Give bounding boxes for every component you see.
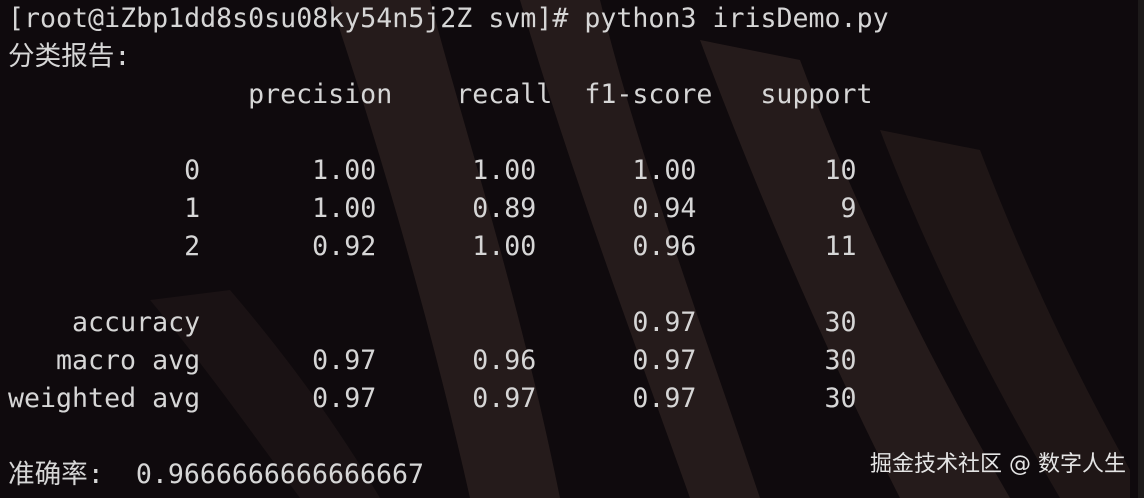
row-precision: 1.00 (312, 193, 377, 224)
report-header: precision recall f1-score support (8, 76, 889, 114)
row-label: 1 (184, 193, 201, 224)
row-recall: 1.00 (472, 231, 537, 262)
header-recall: recall (456, 79, 553, 110)
row-f1-score: 0.94 (632, 193, 697, 224)
row-support: 9 (840, 193, 857, 224)
report-row: 1 1.00 0.89 0.94 9 (8, 190, 889, 228)
row-label: 0 (184, 155, 201, 186)
row-f1-score: 0.97 (632, 383, 697, 414)
accuracy-label: 准确率: (8, 459, 104, 490)
header-precision: precision (248, 79, 393, 110)
row-f1-score: 0.97 (632, 345, 697, 376)
row-support: 30 (824, 383, 857, 414)
row-recall: 0.89 (472, 193, 537, 224)
row-precision: 1.00 (312, 155, 377, 186)
report-row: 2 0.92 1.00 0.96 11 (8, 228, 889, 266)
row-f1-score: 0.96 (632, 231, 697, 262)
row-recall: 1.00 (472, 155, 537, 186)
report-row: accuracy 0.97 30 (8, 304, 889, 342)
row-support: 11 (824, 231, 857, 262)
row-support: 30 (824, 307, 857, 338)
watermark: 掘金技术社区 @ 数字人生 (870, 452, 1126, 477)
row-label: weighted avg (8, 383, 201, 414)
header-f1-score: f1-score (584, 79, 713, 110)
accuracy-value: 0.9666666666666667 (135, 459, 425, 490)
report-row: 0 1.00 1.00 1.00 10 (8, 152, 889, 190)
scrollbar[interactable] (1138, 0, 1144, 498)
row-recall: 0.97 (472, 383, 537, 414)
report-row: macro avg 0.97 0.96 0.97 30 (8, 342, 889, 380)
row-label: macro avg (56, 345, 201, 376)
row-support: 10 (824, 155, 857, 186)
header-support: support (760, 79, 873, 110)
row-precision: 0.97 (312, 383, 377, 414)
row-f1-score: 0.97 (632, 307, 697, 338)
row-precision: 0.97 (312, 345, 377, 376)
row-label: accuracy (72, 307, 201, 338)
command-line: [root@iZbp1dd8s0su08ky54n5j2Z svm]# pyth… (8, 3, 889, 34)
row-recall: 0.96 (472, 345, 537, 376)
row-support: 30 (824, 345, 857, 376)
report-title: 分类报告: (8, 41, 131, 72)
report-row: weighted avg 0.97 0.97 0.97 30 (8, 380, 889, 418)
accuracy-line: 准确率: 0.9666666666666667 (8, 456, 889, 494)
row-precision: 0.92 (312, 231, 377, 262)
row-f1-score: 1.00 (632, 155, 697, 186)
terminal-output[interactable]: [root@iZbp1dd8s0su08ky54n5j2Z svm]# pyth… (8, 0, 889, 494)
row-label: 2 (184, 231, 201, 262)
